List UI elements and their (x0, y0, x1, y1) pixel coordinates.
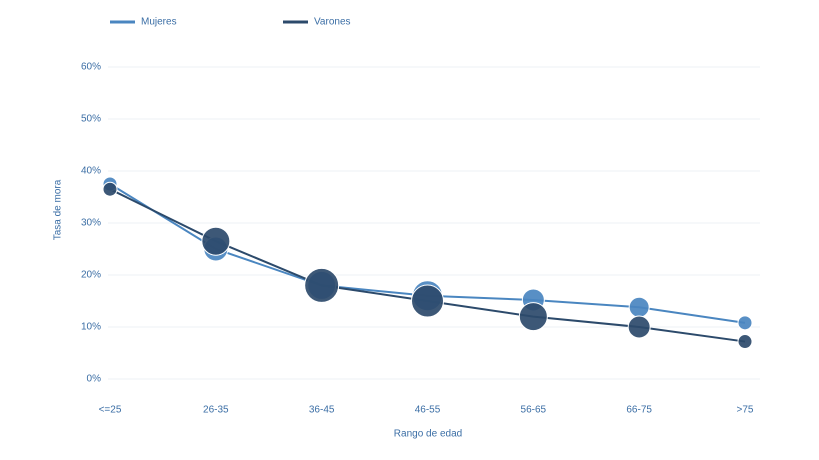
y-tick-label: 0% (87, 374, 102, 385)
bubble (411, 284, 444, 318)
bubble (518, 302, 548, 332)
y-tick-label: 20% (81, 270, 101, 281)
legend-label: Mujeres (141, 17, 177, 28)
y-tick-label: 40% (81, 166, 101, 177)
y-axis-label: Tasa de mora (53, 179, 64, 240)
y-tick-label: 10% (81, 322, 101, 333)
bubble (102, 181, 118, 197)
legend-label: Varones (314, 17, 351, 28)
x-axis-label: Rango de edad (394, 429, 462, 440)
x-tick-label: 46-55 (415, 405, 441, 416)
bubble (737, 334, 753, 350)
x-tick-label: >75 (737, 405, 754, 416)
x-tick-label: 56-65 (521, 405, 547, 416)
bubble (628, 296, 650, 318)
x-tick-label: 66-75 (626, 405, 652, 416)
y-tick-label: 30% (81, 218, 101, 229)
bubble (627, 315, 651, 339)
x-tick-label: <=25 (99, 405, 122, 416)
x-tick-label: 36-45 (309, 405, 335, 416)
bubble (304, 267, 340, 303)
series-line (109, 188, 746, 343)
y-tick-label: 50% (81, 114, 101, 125)
x-tick-label: 26-35 (203, 405, 229, 416)
bubble (737, 315, 753, 331)
bubble (201, 226, 231, 256)
y-tick-label: 60% (81, 62, 101, 73)
